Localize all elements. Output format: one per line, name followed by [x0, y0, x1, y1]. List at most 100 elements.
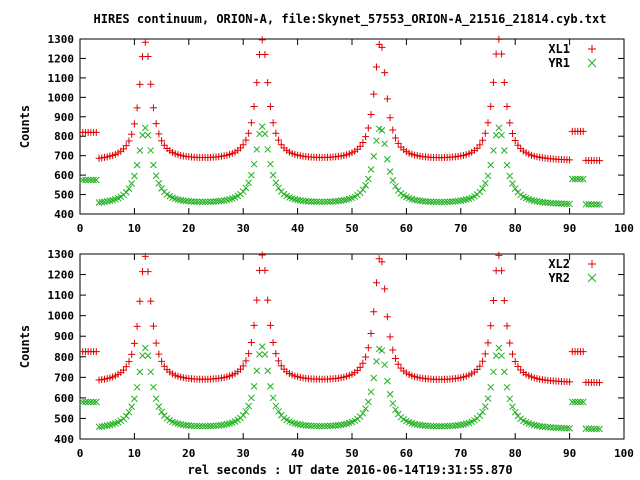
data-point-xl2: [149, 322, 157, 330]
y-tick-label: 1300: [48, 248, 75, 261]
data-point-yr2: [321, 422, 329, 430]
data-point-xl2: [261, 266, 269, 274]
data-point-yr1: [427, 198, 435, 206]
data-point-yr1: [310, 198, 318, 206]
data-point-yr2: [204, 422, 212, 430]
data-point-yr1: [457, 197, 465, 204]
data-point-xl2: [489, 296, 497, 304]
data-point-yr2: [84, 398, 92, 406]
data-point-yr2: [509, 403, 516, 411]
data-point-xl2: [253, 296, 261, 304]
data-point-yr1: [307, 198, 315, 205]
data-point-yr1: [155, 179, 163, 187]
data-point-xl2: [359, 359, 367, 367]
data-point-xl1: [367, 111, 375, 119]
data-point-yr2: [185, 422, 193, 429]
data-point-xl1: [92, 128, 100, 136]
data-point-xl1: [503, 103, 511, 111]
data-point-yr1: [536, 198, 544, 206]
data-point-yr1: [435, 198, 443, 206]
data-point-xl2: [476, 362, 484, 370]
data-point-yr2: [539, 423, 546, 430]
data-point-xl1: [481, 129, 489, 137]
legend-label-yr2: YR2: [548, 271, 570, 285]
data-point-yr2: [547, 423, 554, 431]
data-point-xl2: [122, 363, 130, 371]
data-point-yr2: [432, 422, 440, 430]
data-point-yr2: [264, 367, 272, 375]
legend-marker-xl2: [588, 260, 596, 268]
legend-marker-yr2: [587, 273, 597, 283]
data-point-yr2: [487, 383, 495, 391]
y-tick-label: 600: [54, 392, 74, 405]
data-point-xl2: [125, 358, 133, 366]
data-point-yr1: [484, 172, 492, 180]
data-point-yr2: [479, 408, 486, 416]
data-point-yr1: [568, 175, 576, 183]
data-point-yr2: [596, 425, 603, 433]
data-point-yr1: [411, 196, 418, 204]
data-point-yr2: [490, 368, 497, 376]
data-point-yr2: [239, 411, 247, 419]
data-point-yr2: [457, 421, 465, 429]
data-point-yr2: [267, 382, 274, 390]
data-point-yr1: [481, 179, 489, 187]
data-point-yr1: [207, 198, 214, 206]
data-point-xl2: [566, 378, 574, 386]
data-point-yr1: [340, 196, 348, 204]
data-point-yr1: [364, 175, 372, 183]
data-point-yr1: [220, 197, 228, 204]
data-point-xl2: [272, 350, 280, 358]
data-point-yr1: [101, 198, 108, 206]
data-point-yr2: [476, 412, 484, 420]
data-point-yr2: [566, 425, 573, 432]
data-point-yr1: [359, 186, 367, 194]
data-point-yr1: [547, 199, 554, 207]
data-point-yr2: [133, 383, 141, 391]
data-point-xl1: [158, 137, 166, 145]
data-point-yr1: [509, 180, 516, 187]
data-point-yr1: [302, 197, 310, 205]
data-point-xl1: [264, 79, 272, 87]
x-tick-label: 70: [454, 222, 467, 235]
data-point-xl1: [261, 50, 269, 58]
data-point-xl1: [484, 119, 492, 127]
data-point-yr1: [449, 198, 456, 205]
data-point-yr1: [253, 146, 261, 153]
data-point-yr1: [131, 172, 138, 180]
data-point-yr2: [422, 422, 429, 430]
data-point-yr1: [563, 200, 571, 208]
data-point-xl2: [275, 357, 283, 365]
data-point-yr1: [566, 200, 573, 208]
data-point-yr2: [384, 377, 391, 385]
data-point-yr1: [326, 198, 334, 205]
data-point-xl1: [128, 130, 136, 138]
data-point-yr2: [307, 422, 315, 430]
data-point-yr2: [218, 421, 225, 429]
data-point-yr2: [568, 398, 576, 406]
data-point-yr2: [362, 405, 369, 412]
data-point-yr2: [326, 422, 334, 430]
data-point-xl2: [128, 350, 136, 358]
data-point-yr2: [188, 422, 195, 430]
data-point-yr2: [144, 352, 152, 359]
data-point-xl2: [484, 339, 492, 347]
data-point-yr2: [484, 395, 492, 402]
data-point-yr2: [177, 420, 184, 428]
data-point-yr2: [294, 420, 301, 428]
data-point-yr1: [275, 184, 282, 192]
data-point-yr1: [367, 166, 375, 173]
data-point-xl2: [247, 338, 255, 346]
data-point-xl2: [136, 297, 144, 305]
data-point-yr2: [571, 398, 579, 406]
data-point-xl1: [250, 103, 258, 111]
legend-label-xl1: XL1: [548, 42, 570, 56]
data-point-yr2: [335, 421, 342, 429]
data-point-yr2: [324, 422, 331, 430]
data-point-yr1: [552, 199, 560, 207]
data-point-yr1: [424, 198, 432, 205]
x-tick-label: 60: [400, 222, 413, 235]
data-point-yr1: [370, 152, 378, 160]
data-point-xl1: [364, 124, 372, 132]
data-point-yr2: [136, 368, 144, 376]
